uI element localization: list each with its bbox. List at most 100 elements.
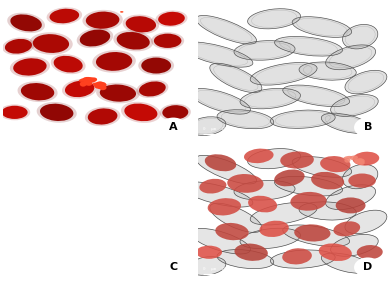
Ellipse shape: [352, 152, 379, 166]
Ellipse shape: [244, 149, 274, 163]
Ellipse shape: [113, 30, 153, 51]
Ellipse shape: [47, 7, 82, 25]
Circle shape: [354, 118, 381, 137]
Ellipse shape: [96, 83, 140, 103]
Ellipse shape: [80, 30, 110, 47]
Ellipse shape: [343, 25, 378, 49]
Ellipse shape: [141, 58, 171, 74]
Ellipse shape: [240, 228, 301, 249]
Ellipse shape: [215, 223, 249, 240]
Ellipse shape: [94, 81, 104, 88]
Text: 0  μm  25: 0 μm 25: [203, 267, 227, 271]
Ellipse shape: [234, 41, 295, 60]
Ellipse shape: [83, 80, 93, 86]
Ellipse shape: [191, 89, 250, 114]
Ellipse shape: [121, 102, 161, 123]
Ellipse shape: [299, 62, 356, 80]
Ellipse shape: [86, 12, 120, 29]
Ellipse shape: [189, 257, 226, 275]
Ellipse shape: [80, 81, 87, 87]
Ellipse shape: [330, 94, 378, 116]
Ellipse shape: [299, 202, 356, 220]
Ellipse shape: [180, 42, 253, 67]
Ellipse shape: [282, 248, 312, 265]
Ellipse shape: [10, 57, 50, 77]
Ellipse shape: [270, 110, 335, 128]
Ellipse shape: [248, 9, 301, 29]
Ellipse shape: [345, 210, 387, 234]
Ellipse shape: [196, 155, 257, 184]
Text: 0  μm  25: 0 μm 25: [203, 127, 227, 131]
Ellipse shape: [51, 54, 85, 74]
Ellipse shape: [199, 179, 227, 193]
Ellipse shape: [358, 160, 365, 165]
Ellipse shape: [54, 56, 83, 72]
Ellipse shape: [139, 81, 166, 96]
Ellipse shape: [162, 105, 188, 120]
Ellipse shape: [334, 221, 360, 236]
Ellipse shape: [117, 32, 150, 50]
Ellipse shape: [283, 85, 350, 107]
Text: 0  μm  25: 0 μm 25: [9, 267, 33, 271]
Ellipse shape: [270, 250, 335, 268]
Ellipse shape: [292, 17, 352, 38]
Ellipse shape: [151, 32, 184, 49]
Ellipse shape: [248, 149, 301, 169]
Ellipse shape: [290, 192, 327, 211]
Text: A: A: [169, 122, 178, 133]
Ellipse shape: [33, 34, 69, 53]
Ellipse shape: [311, 172, 344, 190]
Ellipse shape: [7, 13, 45, 33]
Ellipse shape: [93, 50, 136, 73]
Ellipse shape: [343, 156, 352, 159]
Ellipse shape: [250, 202, 317, 225]
Ellipse shape: [274, 176, 343, 196]
Ellipse shape: [21, 83, 54, 100]
Ellipse shape: [93, 83, 101, 86]
Ellipse shape: [326, 185, 376, 210]
Ellipse shape: [283, 225, 350, 246]
Ellipse shape: [210, 203, 262, 232]
Ellipse shape: [321, 253, 372, 274]
Ellipse shape: [5, 39, 32, 54]
Ellipse shape: [120, 11, 123, 13]
Ellipse shape: [234, 180, 295, 200]
Ellipse shape: [280, 151, 314, 169]
Ellipse shape: [217, 110, 274, 129]
Text: B: B: [364, 122, 372, 133]
Text: C: C: [169, 262, 178, 272]
Ellipse shape: [320, 156, 350, 172]
Ellipse shape: [96, 52, 132, 71]
Ellipse shape: [40, 104, 73, 121]
Ellipse shape: [123, 15, 159, 34]
Ellipse shape: [10, 14, 42, 31]
Ellipse shape: [13, 58, 47, 76]
Ellipse shape: [189, 117, 226, 135]
Ellipse shape: [79, 78, 89, 82]
Ellipse shape: [154, 34, 181, 48]
Ellipse shape: [18, 81, 58, 102]
Ellipse shape: [196, 246, 222, 259]
Ellipse shape: [344, 158, 350, 163]
Ellipse shape: [330, 234, 378, 256]
Ellipse shape: [49, 9, 79, 23]
Ellipse shape: [234, 244, 268, 261]
Ellipse shape: [248, 196, 277, 212]
Ellipse shape: [85, 107, 120, 126]
Ellipse shape: [336, 197, 365, 213]
Ellipse shape: [357, 245, 383, 259]
Ellipse shape: [205, 154, 236, 171]
Ellipse shape: [274, 169, 305, 186]
Ellipse shape: [98, 82, 107, 88]
Ellipse shape: [343, 164, 378, 189]
Ellipse shape: [217, 250, 274, 269]
Ellipse shape: [354, 159, 361, 162]
Ellipse shape: [348, 173, 376, 188]
Ellipse shape: [294, 224, 330, 241]
Circle shape: [354, 257, 381, 277]
Ellipse shape: [240, 88, 301, 109]
Ellipse shape: [321, 113, 372, 134]
Text: D: D: [363, 262, 372, 272]
Circle shape: [160, 118, 187, 137]
Ellipse shape: [2, 38, 35, 55]
